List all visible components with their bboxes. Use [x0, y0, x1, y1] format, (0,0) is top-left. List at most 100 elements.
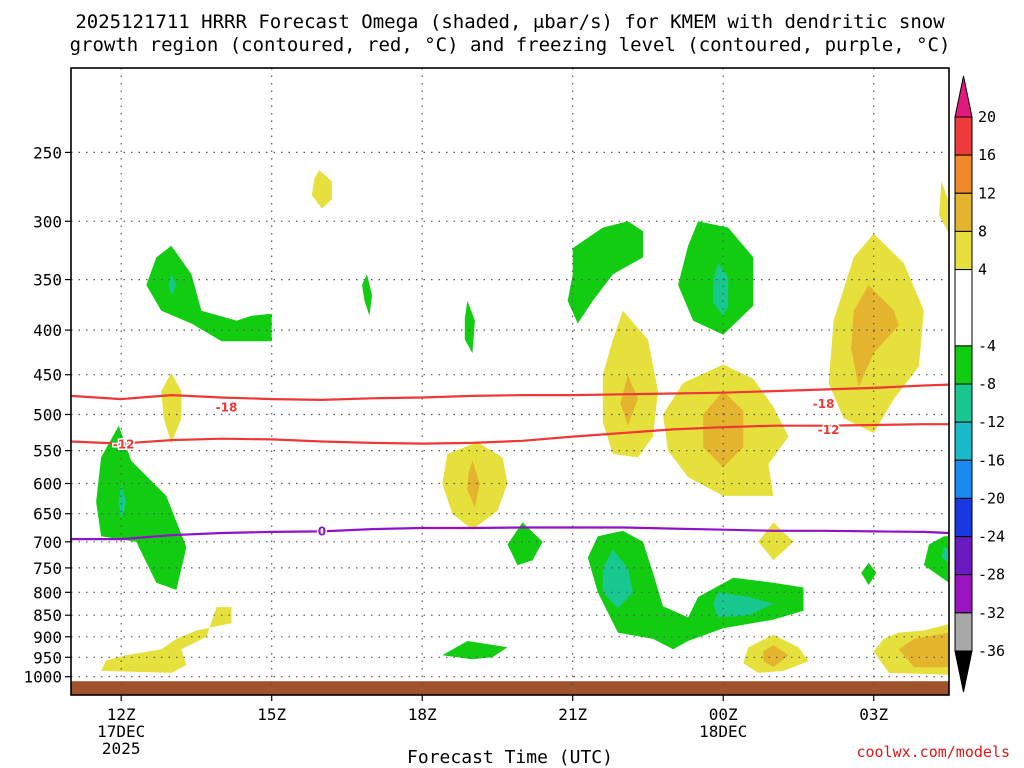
x-tick-date-12Z: 17DEC	[97, 722, 145, 741]
y-tick-label-500: 500	[33, 406, 62, 425]
contour-label-dgz-minus-12-1: -12	[818, 423, 840, 437]
omega-region-2	[311, 170, 332, 209]
omega-region-22	[923, 536, 949, 583]
colorbar-label-6: -8	[978, 375, 996, 393]
colorbar-bin-0	[954, 116, 973, 156]
colorbar-bin-8	[954, 459, 973, 499]
colorbar-bin-11	[954, 574, 973, 614]
y-tick-label-900: 900	[33, 628, 62, 647]
contour-label-dgz-minus-18-0: -18	[216, 401, 238, 415]
omega-region-5	[567, 221, 643, 324]
omega-region-10	[851, 285, 899, 388]
colorbar-label-12: -32	[978, 604, 1005, 622]
colorbar-label-3: 8	[978, 222, 987, 240]
credit-link[interactable]: coolwx.com/models	[856, 743, 1010, 761]
omega-region-25	[602, 549, 633, 609]
x-tick-label-21Z: 21Z	[558, 705, 587, 724]
omega-region-13	[620, 374, 638, 426]
contour-label-freezing-level-0: 0	[318, 524, 326, 538]
x-tick-label-18Z: 18Z	[408, 705, 437, 724]
colorbar-label-5: -4	[978, 337, 996, 355]
grid-layer	[71, 68, 949, 686]
omega-region-27	[861, 562, 877, 586]
x-tick-year-12Z: 2025	[102, 739, 141, 758]
contour-freezing-level	[71, 526, 950, 541]
omega-region-29	[442, 641, 508, 660]
omega-colorbar: 20 16 12 8 4 -4 -8 -12 -16 -20 -24 -28 -32 -36	[954, 75, 1005, 693]
x-axis-title: Forecast Time (UTC)	[407, 747, 613, 768]
omega-region-26	[713, 592, 774, 618]
colorbar-bin-2	[954, 192, 973, 232]
omega-region-17	[467, 460, 480, 508]
y-tick-label-750: 750	[33, 559, 62, 578]
y-tick-label-550: 550	[33, 442, 62, 461]
omega-region-7	[713, 263, 729, 316]
colorbar-label-11: -28	[978, 566, 1005, 584]
colorbar-label-9: -20	[978, 489, 1005, 507]
omega-region-0	[146, 245, 272, 342]
plot-area: -18 -18 -12 -12 0	[70, 67, 950, 696]
y-tick-label-400: 400	[33, 321, 62, 340]
omega-region-3	[362, 274, 372, 316]
colorbar-bin-10	[954, 536, 973, 576]
omega-region-1	[168, 274, 177, 296]
ground-layer	[71, 681, 949, 695]
colorbar-label-7: -12	[978, 413, 1005, 431]
y-tick-label-300: 300	[33, 212, 62, 231]
x-tick-label-00Z: 00Z	[709, 705, 738, 724]
y-tick-label-250: 250	[33, 143, 62, 162]
colorbar-bin-4	[954, 269, 973, 347]
colorbar-bin-9	[954, 497, 973, 537]
colorbar-bin-12	[954, 612, 973, 652]
colorbar-label-13: -36	[978, 642, 1005, 660]
colorbar-label-2: 12	[978, 184, 996, 202]
contour-dgz-minus-18	[70, 383, 950, 402]
x-tick-date-00Z: 18DEC	[699, 722, 747, 741]
chart-title-line-1: 2025121711 HRRR Forecast Omega (shaded, …	[75, 11, 945, 33]
omega-region-4	[464, 300, 475, 354]
omega-region-33	[898, 632, 949, 668]
omega-region-21	[758, 522, 794, 561]
colorbar-bin-5	[954, 345, 973, 385]
omega-region-20	[507, 522, 543, 566]
ground-surface	[71, 681, 949, 695]
omega-region-18	[96, 425, 187, 590]
colorbar-label-4: 4	[978, 261, 987, 279]
y-tick-label-700: 700	[33, 533, 62, 552]
y-tick-label-650: 650	[33, 505, 62, 524]
colorbar-bin-1	[954, 154, 973, 194]
contour-layer: -18 -18 -12 -12 0	[70, 383, 950, 541]
colorbar-bin-3	[954, 230, 973, 270]
y-tick-label-600: 600	[33, 475, 62, 494]
omega-region-8	[939, 181, 949, 234]
contour-label-dgz-minus-12-0: -12	[113, 437, 135, 451]
colorbar-bin-6	[954, 383, 973, 423]
omega-region-23	[941, 547, 949, 563]
colorbar-label-1: 16	[978, 146, 996, 164]
y-tick-label-350: 350	[33, 271, 62, 290]
colorbar-label-0: 20	[978, 108, 996, 126]
omega-region-28	[101, 607, 232, 673]
y-tick-label-1000: 1000	[23, 668, 62, 687]
omega-shading-layer	[96, 170, 949, 675]
contour-dgz-minus-12	[70, 423, 949, 445]
contour-label-dgz-minus-18-1: -18	[813, 397, 835, 411]
omega-region-11	[161, 373, 182, 444]
y-tick-label-850: 850	[33, 606, 62, 625]
plot-frame	[70, 67, 950, 696]
omega-region-31	[763, 645, 789, 668]
y-tick-label-800: 800	[33, 583, 62, 602]
x-tick-label-15Z: 15Z	[257, 705, 286, 724]
colorbar-label-8: -16	[978, 451, 1005, 469]
colorbar-bin-7	[954, 421, 973, 461]
y-tick-label-450: 450	[33, 366, 62, 385]
omega-region-24	[587, 530, 804, 650]
chart-title-line-2: growth region (contoured, red, °C) and f…	[70, 34, 951, 56]
x-tick-label-03Z: 03Z	[859, 705, 888, 724]
pressure-axis: 250 300 350 400 450 500 550 600 650 700 750 800 850 9…	[23, 143, 71, 687]
y-tick-label-950: 950	[33, 648, 62, 667]
omega-region-19	[118, 483, 127, 520]
x-tick-label-12Z: 12Z	[107, 705, 136, 724]
